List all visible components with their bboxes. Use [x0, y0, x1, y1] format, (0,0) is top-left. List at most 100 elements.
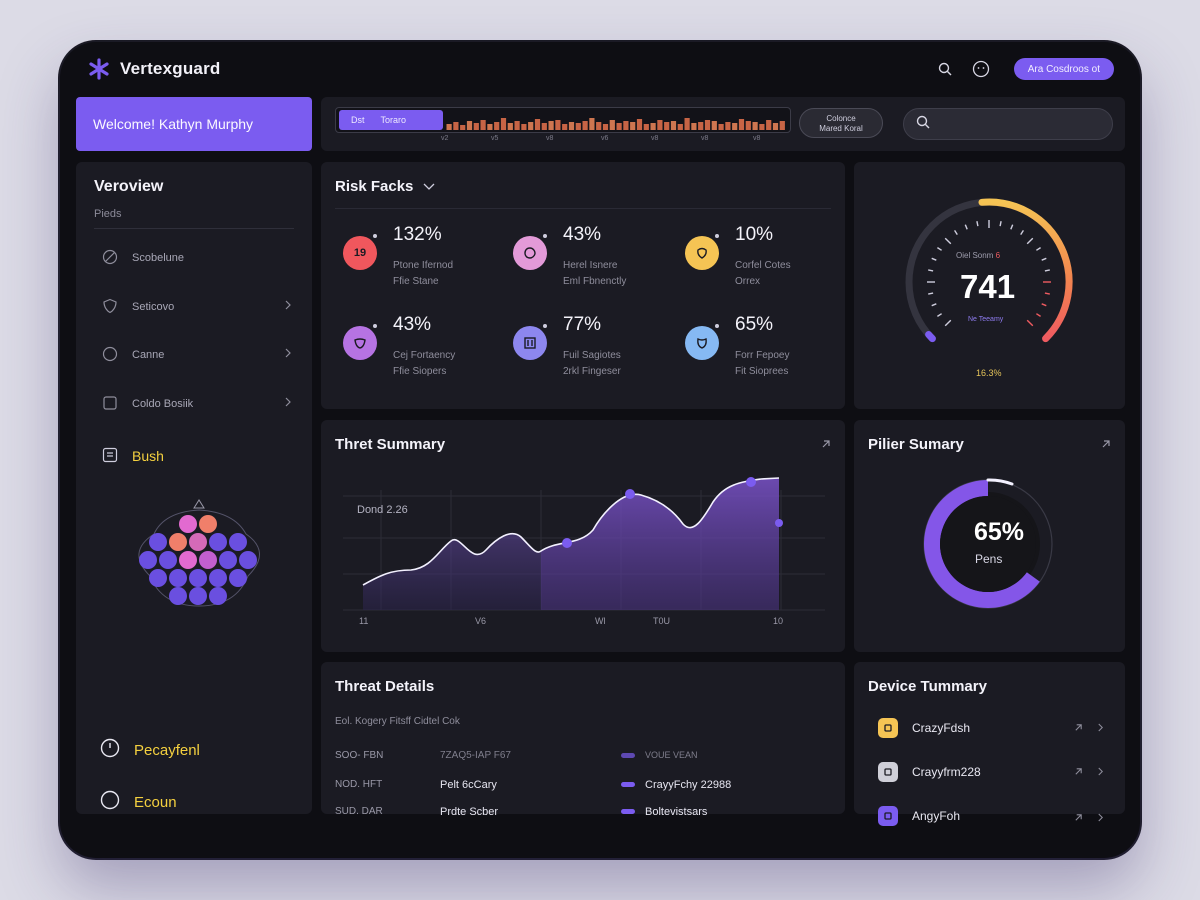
activity-bar — [711, 121, 717, 130]
activity-bar — [738, 119, 745, 130]
sidebar-item-coldo-bosiik[interactable]: Coldo Bosiik — [102, 392, 292, 416]
area-series-left — [363, 533, 541, 610]
brand[interactable]: Vertexguard — [88, 58, 220, 80]
timeline-tag-right: Toraro — [380, 115, 407, 125]
gauge-tick — [999, 221, 1002, 227]
circle-icon — [100, 790, 120, 814]
gauge-tick — [964, 224, 968, 230]
gauge-tick — [1041, 257, 1047, 261]
search-icon[interactable] — [934, 58, 956, 80]
chart-point[interactable] — [746, 477, 756, 487]
chevron-right-icon[interactable] — [1097, 721, 1104, 735]
sidebar-item-seticovo[interactable]: Seticovo — [102, 295, 292, 319]
risk-fact-item[interactable]: 43% Cej Fortaency Ffie Siopers — [343, 314, 493, 384]
arrow-up-right-icon[interactable] — [1074, 721, 1083, 735]
risk-fact-label: Herel Isnere — [563, 260, 618, 271]
risk-facts-title[interactable]: Risk Facks — [335, 178, 435, 195]
sidebar-item-ecoun[interactable]: Ecoun — [100, 790, 177, 814]
threat-summary-title: Thret Summary — [335, 436, 446, 453]
chevron-right-icon — [284, 300, 292, 313]
cluster-dot — [179, 551, 197, 569]
activity-bar — [609, 120, 615, 130]
activity-bar — [528, 122, 534, 130]
risk-fact-item[interactable]: 10% Corfel Cotes Orrex — [685, 224, 835, 294]
activity-bar — [664, 122, 670, 130]
timeline-button-line2: Mared Koral — [819, 124, 863, 133]
device-row[interactable]: AngyFoh — [878, 806, 1104, 826]
risk-fact-badge: 19 — [343, 236, 377, 270]
chart-point[interactable] — [625, 489, 635, 499]
chevron-right-icon[interactable] — [1097, 765, 1104, 779]
timeline-tick: v8 — [753, 135, 761, 142]
sidebar-item-canne[interactable]: Canne — [102, 343, 292, 367]
table-row[interactable]: NOD. HFT Pelt 6cCary CrayyFchy 22988 — [335, 779, 835, 793]
risk-facts-title-text: Risk Facks — [335, 178, 414, 195]
chart-point[interactable] — [775, 519, 783, 527]
risk-fact-label: 2rkl Fingeser — [563, 366, 621, 377]
activity-bar — [623, 121, 629, 130]
timeline-scrubber[interactable]: Dst Toraro — [335, 107, 791, 133]
welcome-text: Welcome! Kathyn Murphy — [93, 116, 254, 132]
x-tick-label: V6 — [475, 616, 487, 626]
activity-bar — [745, 121, 751, 130]
arrow-up-right-icon[interactable] — [1074, 765, 1083, 779]
cluster-dot — [229, 569, 247, 587]
cluster-dot — [209, 587, 227, 605]
pilier-label: Pens — [975, 552, 1003, 566]
activity-bar — [670, 121, 677, 130]
risk-fact-label: Ffie Stane — [393, 276, 439, 287]
risk-fact-label: Forr Fepoey — [735, 350, 790, 361]
expand-arrow-icon[interactable] — [1101, 436, 1111, 454]
cluster-dot — [139, 551, 157, 569]
search-input[interactable] — [903, 108, 1113, 140]
risk-fact-item[interactable]: 19 132% Ptone Ifernod Ffie Stane — [343, 224, 493, 294]
activity-bar — [759, 124, 765, 130]
gauge-value: 741 — [960, 268, 1016, 305]
expand-arrow-icon[interactable] — [821, 436, 831, 454]
device-actions — [1074, 811, 1104, 825]
cluster-dot — [239, 551, 257, 569]
search-icon — [916, 115, 930, 134]
timeline-filter-button[interactable]: Colonce Mared Koral — [799, 108, 883, 138]
timeline-range-tag[interactable]: Dst Toraro — [339, 110, 443, 130]
activity-bar — [582, 121, 588, 130]
sidebar-item-pecayfenl[interactable]: Pecayfenl — [100, 738, 200, 762]
row-indicator — [621, 753, 635, 758]
chart-point[interactable] — [562, 538, 572, 548]
gauge-tick — [1044, 292, 1050, 295]
header-action-button[interactable]: Ara Cosdroos ot — [1013, 58, 1114, 80]
device-icon — [878, 718, 898, 738]
threat-area-chart — [343, 477, 825, 611]
user-circle-icon[interactable] — [970, 58, 992, 80]
activity-bar — [616, 123, 622, 130]
cluster-dot — [169, 533, 187, 551]
activity-bar — [514, 121, 520, 130]
sidebar-item-label: Seticovo — [132, 301, 175, 313]
arrow-up-right-icon[interactable] — [1074, 811, 1083, 825]
risk-fact-item[interactable]: 65% Forr Fepoey Fit Sioprees — [685, 314, 835, 384]
activity-bar — [507, 123, 513, 130]
activity-bar — [596, 122, 602, 130]
gauge-tick — [928, 269, 934, 272]
activity-bar — [677, 124, 683, 130]
risk-fact-label: Eml Fbnenctly — [563, 276, 627, 287]
activity-bar — [725, 122, 731, 130]
logo-icon — [88, 58, 110, 80]
risk-fact-label: Fuil Sagiotes — [563, 350, 621, 361]
device-row[interactable]: Crayyfrm228 — [878, 762, 1104, 782]
risk-fact-dot — [715, 234, 719, 238]
sidebar-item-bush[interactable]: Bush — [102, 444, 292, 468]
risk-fact-item[interactable]: 77% Fuil Sagiotes 2rkl Fingeser — [513, 314, 663, 384]
device-row[interactable]: CrazyFdsh — [878, 718, 1104, 738]
table-row[interactable]: SOO- FBN 7ZAQ5-IAP F67 VOUE VEAN — [335, 750, 835, 764]
sidebar-item-scobelune[interactable]: Scobelune — [102, 246, 292, 270]
table-row[interactable]: SUD. DAR Prdte Scber Boltevistsars — [335, 806, 835, 820]
sidebar-item-label: Coldo Bosiik — [132, 398, 194, 410]
risk-fact-item[interactable]: 43% Herel Isnere Eml Fbnenctly — [513, 224, 663, 294]
risk-score-gauge: Oiel Sonm 6 741 Ne Teeamy 16.3% — [854, 162, 1125, 409]
activity-bar — [684, 118, 690, 130]
chevron-right-icon[interactable] — [1097, 811, 1104, 825]
activity-bar — [541, 123, 547, 130]
pilier-summary-title: Pilier Sumary — [868, 436, 964, 453]
gauge-tick — [937, 313, 942, 317]
